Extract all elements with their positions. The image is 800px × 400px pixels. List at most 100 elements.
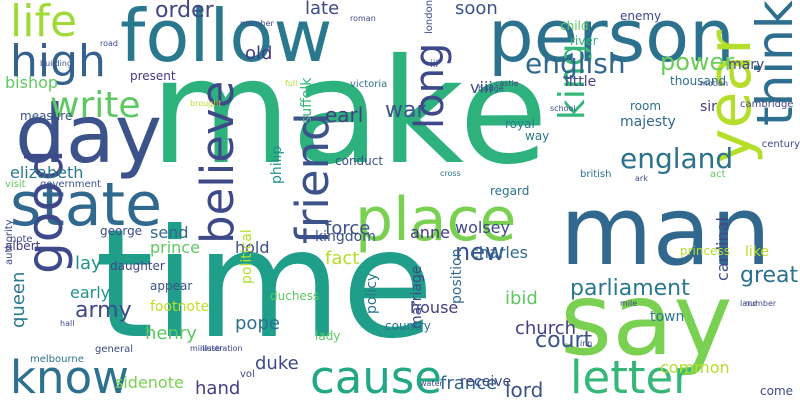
word-earl: earl (325, 103, 364, 127)
word-know: know (10, 351, 129, 400)
word-come: come (760, 384, 794, 398)
word-philip: philip (269, 145, 285, 184)
word-house: house (410, 298, 459, 317)
word-power: power (660, 48, 735, 76)
word-time: time (95, 198, 434, 372)
word-thousand: thousand (670, 74, 727, 88)
word-melbourne: melbourne (30, 354, 84, 365)
word-common: common (660, 358, 730, 377)
word-footnote: footnote (150, 299, 210, 315)
word-country: country (385, 319, 431, 333)
word-government: government (40, 179, 101, 190)
word-note: note (10, 234, 33, 245)
word-pope: pope (235, 313, 280, 334)
word-great: great (740, 263, 799, 288)
word-mile: mile (620, 299, 638, 308)
word-road: road (100, 39, 118, 48)
word-vol: vol (240, 369, 255, 380)
word-make: make (150, 28, 549, 197)
word-duchess: duchess (270, 289, 320, 303)
word-life: life (10, 0, 78, 47)
word-building: building (40, 59, 73, 68)
word-parliament: parliament (570, 276, 690, 301)
word-early: early (70, 283, 111, 302)
word-elizabeth: elizabeth (10, 163, 84, 182)
word-bishop: bishop (5, 73, 59, 92)
word-albert: albert (5, 239, 41, 253)
word-sir: sir (700, 99, 717, 115)
word-bridge: bridge (478, 84, 504, 93)
word-cause: cause (310, 351, 442, 400)
word-army: army (75, 298, 132, 323)
word-english: english (525, 47, 626, 80)
word-london: london (424, 0, 435, 35)
word-century: century (761, 139, 800, 150)
word-full: full (285, 79, 298, 88)
word-war: war (385, 98, 426, 123)
word-high: high (10, 36, 106, 87)
word-policy: policy (364, 272, 380, 314)
word-number: number (745, 299, 777, 308)
word-position: position (449, 248, 465, 304)
word-england: england (620, 142, 734, 175)
word-duke: duke (255, 353, 299, 374)
word-receive: receive (460, 374, 512, 390)
word-school: school (550, 104, 576, 113)
word-princess: princess (680, 244, 730, 258)
word-regard: regard (490, 184, 530, 198)
word-member: member (240, 19, 274, 28)
word-late: late (305, 0, 340, 19)
word-fact: fact (325, 248, 360, 269)
word-soon: soon (455, 0, 498, 19)
word-day: day (15, 88, 163, 181)
word-lady: lady (315, 329, 341, 343)
word-town: town (650, 309, 685, 325)
word-queen: queen (8, 271, 29, 328)
word-suffolk: suffolk (299, 77, 315, 124)
word-wolsey: wolsey (455, 218, 510, 237)
word-cross: cross (440, 169, 461, 178)
word-france: france (440, 373, 498, 394)
word-land: land (740, 299, 758, 308)
word-prince: prince (150, 238, 200, 257)
word-little: little (565, 74, 597, 90)
word-mary: mary (728, 57, 765, 73)
word-court: court (535, 328, 593, 353)
word-person: person (488, 0, 735, 78)
word-visit: visit (5, 179, 26, 190)
word-measure: measure (20, 109, 73, 123)
word-write: write (50, 85, 141, 126)
word-water: water (420, 379, 443, 388)
word-sidenote: sidenote (115, 373, 184, 392)
word-ark: ark (635, 174, 648, 183)
word-majesty: majesty (620, 114, 676, 130)
word-henry: henry (145, 323, 197, 344)
word-appear: appear (150, 279, 193, 293)
word-hand: hand (195, 378, 241, 399)
word-anne: anne (410, 223, 450, 242)
word-state: state (10, 170, 162, 240)
word-present: present (130, 69, 176, 83)
word-roman: roman (350, 14, 376, 23)
word-send: send (150, 223, 189, 242)
word-hold: hold (235, 238, 270, 257)
word-order: order (155, 0, 214, 23)
word-man: man (560, 177, 771, 287)
word-george: george (100, 224, 143, 238)
word-iii: iii (430, 59, 439, 70)
word-new: new (455, 238, 505, 266)
word-brought: brought (190, 99, 222, 108)
word-kingdom: kingdom (315, 229, 376, 245)
word-follow: follow (120, 0, 333, 78)
word-place: place (355, 185, 517, 255)
word-charles: charles (470, 243, 528, 262)
word-hall: hall (60, 319, 75, 328)
word-conduct: conduct (335, 154, 384, 168)
word-force: force (325, 218, 371, 239)
word-child: child (560, 19, 589, 33)
word-inn: inn (580, 339, 593, 348)
word-way: way (525, 129, 550, 143)
word-church: church (515, 318, 577, 339)
word-royal: royal (505, 117, 535, 131)
